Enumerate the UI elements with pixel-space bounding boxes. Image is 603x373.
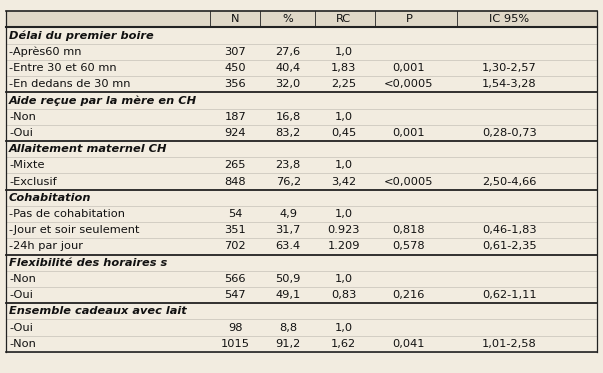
Text: 2,50-4,66: 2,50-4,66 bbox=[482, 176, 537, 186]
Text: 1,30-2,57: 1,30-2,57 bbox=[482, 63, 537, 73]
Text: 1,0: 1,0 bbox=[335, 112, 353, 122]
Text: 1,0: 1,0 bbox=[335, 274, 353, 284]
Text: N: N bbox=[231, 14, 239, 24]
Bar bbox=[6, 11, 597, 28]
Text: 356: 356 bbox=[224, 79, 246, 89]
Text: 1,62: 1,62 bbox=[331, 339, 356, 349]
Text: -Oui: -Oui bbox=[9, 128, 33, 138]
Text: 54: 54 bbox=[228, 209, 242, 219]
Text: 1,0: 1,0 bbox=[335, 209, 353, 219]
Text: 4,9: 4,9 bbox=[279, 209, 297, 219]
Text: IC 95%: IC 95% bbox=[490, 14, 529, 24]
Text: 23,8: 23,8 bbox=[276, 160, 301, 170]
Text: -24h par jour: -24h par jour bbox=[9, 241, 83, 251]
Text: 1,0: 1,0 bbox=[335, 323, 353, 333]
Text: 307: 307 bbox=[224, 47, 246, 57]
Text: 27,6: 27,6 bbox=[276, 47, 301, 57]
Text: Allaitement maternel CH: Allaitement maternel CH bbox=[9, 144, 168, 154]
Text: 450: 450 bbox=[224, 63, 246, 73]
Text: -Non: -Non bbox=[9, 112, 36, 122]
Text: -Entre 30 et 60 mn: -Entre 30 et 60 mn bbox=[9, 63, 116, 73]
Text: 40,4: 40,4 bbox=[276, 63, 301, 73]
Text: Ensemble cadeaux avec lait: Ensemble cadeaux avec lait bbox=[9, 306, 187, 316]
Text: Flexibilité des horaires s: Flexibilité des horaires s bbox=[9, 258, 167, 268]
Text: -Non: -Non bbox=[9, 339, 36, 349]
Text: 91,2: 91,2 bbox=[276, 339, 301, 349]
Text: 0,001: 0,001 bbox=[393, 128, 425, 138]
Text: 50,9: 50,9 bbox=[276, 274, 301, 284]
Text: 32,0: 32,0 bbox=[276, 79, 301, 89]
Text: 8,8: 8,8 bbox=[279, 323, 297, 333]
Text: 566: 566 bbox=[224, 274, 246, 284]
Text: -Oui: -Oui bbox=[9, 323, 33, 333]
Text: %: % bbox=[283, 14, 294, 24]
Text: 702: 702 bbox=[224, 241, 246, 251]
Text: Cohabitation: Cohabitation bbox=[9, 193, 92, 203]
Text: -Non: -Non bbox=[9, 274, 36, 284]
Text: 0,61-2,35: 0,61-2,35 bbox=[482, 241, 537, 251]
Text: 265: 265 bbox=[224, 160, 246, 170]
Text: Délai du premier boire: Délai du premier boire bbox=[9, 30, 154, 41]
Text: -Mixte: -Mixte bbox=[9, 160, 45, 170]
Text: 76,2: 76,2 bbox=[276, 176, 301, 186]
Text: 0,62-1,11: 0,62-1,11 bbox=[482, 290, 537, 300]
Text: Aide reçue par la mère en CH: Aide reçue par la mère en CH bbox=[9, 95, 197, 106]
Text: 0,28-0,73: 0,28-0,73 bbox=[482, 128, 537, 138]
Text: <0,0005: <0,0005 bbox=[384, 79, 434, 89]
Text: 1,01-2,58: 1,01-2,58 bbox=[482, 339, 537, 349]
Text: 0,46-1,83: 0,46-1,83 bbox=[482, 225, 537, 235]
Text: 0,216: 0,216 bbox=[393, 290, 425, 300]
Text: 49,1: 49,1 bbox=[276, 290, 301, 300]
Text: 0,001: 0,001 bbox=[393, 63, 425, 73]
Text: 848: 848 bbox=[224, 176, 246, 186]
Text: 1,0: 1,0 bbox=[335, 160, 353, 170]
Text: 547: 547 bbox=[224, 290, 246, 300]
Text: -En dedans de 30 mn: -En dedans de 30 mn bbox=[9, 79, 130, 89]
Text: 351: 351 bbox=[224, 225, 246, 235]
Text: <0,0005: <0,0005 bbox=[384, 176, 434, 186]
Text: 924: 924 bbox=[224, 128, 246, 138]
Text: 1,0: 1,0 bbox=[335, 47, 353, 57]
Text: 98: 98 bbox=[228, 323, 242, 333]
Text: 1,83: 1,83 bbox=[331, 63, 356, 73]
Text: 0,818: 0,818 bbox=[393, 225, 425, 235]
Text: -Oui: -Oui bbox=[9, 290, 33, 300]
Text: -Exclusif: -Exclusif bbox=[9, 176, 57, 186]
Text: -Jour et soir seulement: -Jour et soir seulement bbox=[9, 225, 139, 235]
Text: 16,8: 16,8 bbox=[276, 112, 301, 122]
Text: 31,7: 31,7 bbox=[276, 225, 301, 235]
Text: 63.4: 63.4 bbox=[276, 241, 301, 251]
Text: 3,42: 3,42 bbox=[331, 176, 356, 186]
Text: 0,041: 0,041 bbox=[393, 339, 425, 349]
Text: -Pas de cohabitation: -Pas de cohabitation bbox=[9, 209, 125, 219]
Text: 0,578: 0,578 bbox=[393, 241, 425, 251]
Text: 1.209: 1.209 bbox=[327, 241, 360, 251]
Text: 0,83: 0,83 bbox=[331, 290, 356, 300]
Text: 187: 187 bbox=[224, 112, 246, 122]
Text: 83,2: 83,2 bbox=[276, 128, 301, 138]
Text: 0,45: 0,45 bbox=[331, 128, 356, 138]
Text: 0.923: 0.923 bbox=[327, 225, 360, 235]
Text: 1015: 1015 bbox=[221, 339, 250, 349]
Text: -Après60 mn: -Après60 mn bbox=[9, 47, 81, 57]
Text: 1,54-3,28: 1,54-3,28 bbox=[482, 79, 537, 89]
Text: 2,25: 2,25 bbox=[331, 79, 356, 89]
Text: P: P bbox=[405, 14, 412, 24]
Text: RC: RC bbox=[336, 14, 352, 24]
